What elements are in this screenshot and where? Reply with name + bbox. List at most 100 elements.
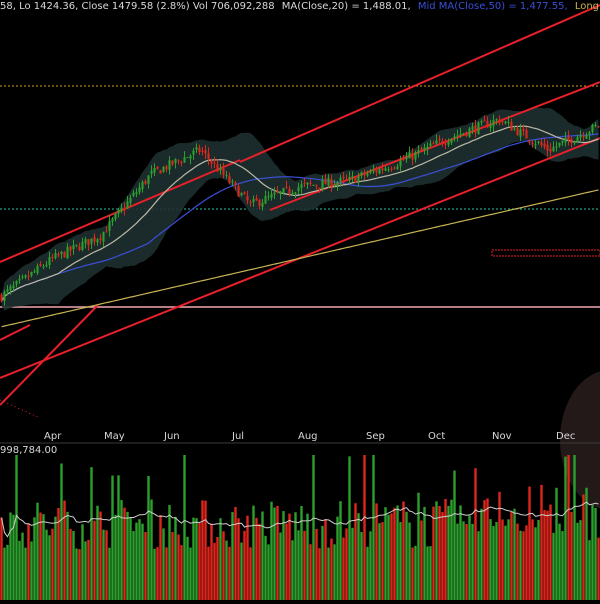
candle-body (132, 192, 135, 197)
volume-bar (81, 524, 84, 600)
volume-bar (102, 529, 105, 600)
candle-body (150, 170, 153, 174)
candle-body (537, 141, 540, 143)
candle-body (39, 264, 42, 266)
volume-bar (528, 486, 531, 600)
volume-bar (261, 511, 264, 600)
candle-body (294, 192, 297, 195)
candle-body (6, 289, 9, 292)
candle-body (408, 152, 411, 159)
volume-bar (468, 515, 471, 600)
month-label-may: May (104, 431, 125, 442)
volume-bar (372, 455, 375, 600)
candle-body (63, 252, 66, 258)
month-label-jun: Jun (164, 431, 180, 442)
volume-bar (369, 531, 372, 600)
candle-body (324, 178, 327, 185)
volume-bars-group (0, 455, 600, 600)
volume-bar (48, 535, 51, 600)
candle-body (93, 236, 96, 242)
volume-bar (456, 523, 459, 600)
candle-body (426, 146, 429, 150)
candle-body (27, 276, 30, 278)
candle-body (459, 133, 462, 135)
volume-bar (393, 507, 396, 600)
candle-body (504, 121, 507, 124)
candle-body (24, 275, 27, 278)
candle-body (75, 244, 78, 246)
candle-body (381, 168, 384, 170)
volume-bar (12, 514, 15, 600)
candle-body (153, 167, 156, 173)
candle-body (243, 192, 246, 195)
volume-bar (36, 502, 39, 600)
volume-bar (183, 455, 186, 600)
month-label-oct: Oct (428, 431, 446, 442)
candle-body (387, 169, 390, 171)
volume-bar (24, 547, 27, 600)
candle-body (573, 141, 576, 144)
candle-body (123, 208, 126, 210)
candle-body (201, 151, 204, 153)
candle-body (288, 188, 291, 194)
candle-body (333, 184, 336, 186)
candle-body (300, 184, 303, 188)
candle-body (192, 150, 195, 155)
candle-body (474, 125, 477, 133)
volume-bar (258, 523, 261, 600)
volume-bar (63, 500, 66, 600)
candle-body (315, 185, 318, 187)
candle-body (18, 278, 21, 281)
candle-body (33, 271, 36, 273)
candle-body (213, 162, 216, 164)
volume-bar (576, 522, 579, 600)
candle-body (327, 178, 330, 186)
candle-body (597, 126, 600, 128)
volume-bar (441, 511, 444, 600)
volume-bar (357, 513, 360, 600)
volume-bar (585, 487, 588, 600)
candle-body (255, 198, 258, 201)
candle-body (423, 147, 426, 151)
candle-body (360, 172, 363, 176)
volume-bar (237, 518, 240, 600)
candle-body (486, 121, 489, 128)
volume-bar (489, 519, 492, 600)
volume-bar (30, 541, 33, 600)
candle-body (576, 137, 579, 142)
candle-body (246, 195, 249, 201)
candle-body (60, 251, 63, 254)
candle-body (90, 238, 93, 244)
volume-bar (492, 526, 495, 600)
candle-body (117, 210, 120, 214)
volume-bar (75, 548, 78, 600)
volume-bar (168, 505, 171, 600)
volume-bar (531, 519, 534, 600)
volume-bar (228, 546, 231, 600)
volume-bar (438, 505, 441, 600)
resistance-zone (491, 249, 600, 257)
candle-body (261, 202, 264, 207)
candle-body (420, 148, 423, 151)
volume-bar (522, 531, 525, 600)
volume-bar (588, 540, 591, 600)
candle-body (480, 121, 483, 123)
volume-bar (273, 507, 276, 600)
volume-bar (174, 516, 177, 600)
candle-body (135, 192, 138, 194)
volume-bar (216, 536, 219, 600)
volume-bar (195, 518, 198, 600)
month-label-nov: Nov (492, 431, 512, 442)
candle-body (462, 133, 465, 135)
candle-body (498, 119, 501, 124)
volume-bar (336, 516, 339, 600)
volume-bar (162, 528, 165, 600)
volume-bar (384, 507, 387, 600)
month-label-sep: Sep (366, 431, 385, 442)
candle-body (84, 239, 87, 243)
volume-bar (120, 500, 123, 600)
volume-bar (408, 522, 411, 600)
month-label-apr: Apr (44, 431, 62, 442)
candle-body (165, 166, 168, 170)
volume-bar (330, 538, 333, 600)
